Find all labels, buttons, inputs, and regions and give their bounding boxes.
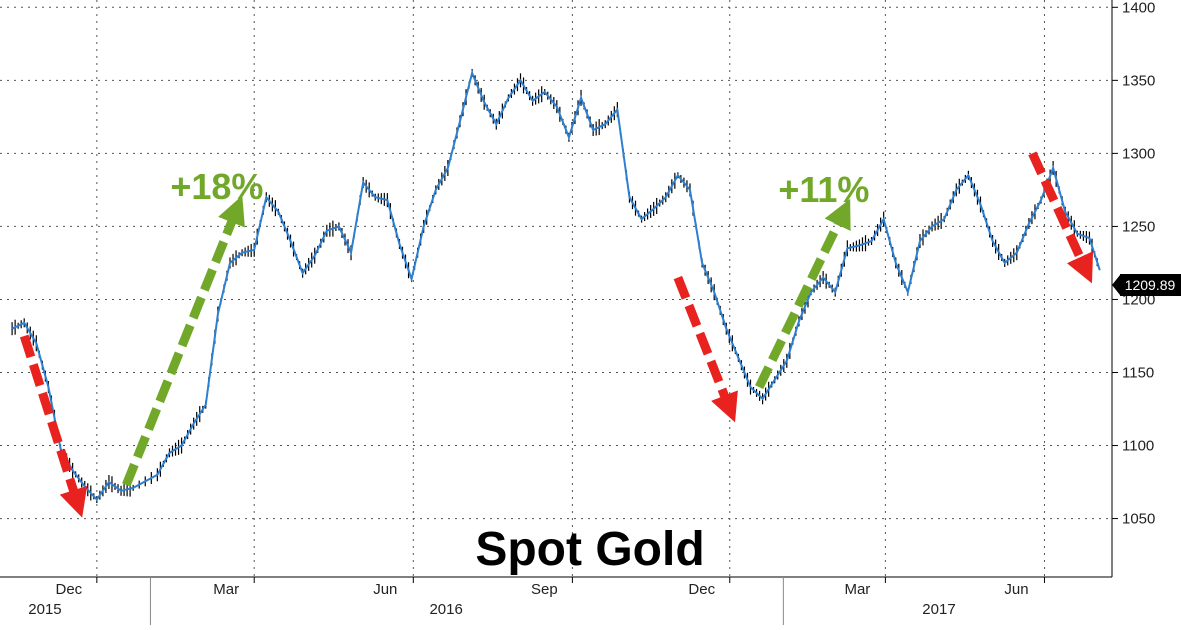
price-line: [11, 69, 1101, 502]
x-tick-label: Jun: [373, 581, 397, 598]
y-tick-label: 1400: [1122, 0, 1155, 16]
fall-arrow: [673, 275, 738, 423]
chart-title: Spot Gold: [475, 523, 704, 576]
x-year-label: 2015: [28, 601, 61, 618]
x-tick-label: Mar: [213, 581, 239, 598]
last-price-pointer: [1112, 275, 1120, 296]
price-series: [11, 69, 1101, 504]
x-tick-label: Dec: [688, 581, 715, 598]
x-year-label: 2017: [922, 601, 955, 618]
last-price-box: [1120, 274, 1181, 297]
labels: Spot Gold: [475, 523, 704, 576]
rise-arrow: [122, 195, 245, 487]
annotations: +18% +11%: [19, 151, 1094, 518]
x-tick-label: Dec: [55, 581, 82, 598]
y-tick-label: 1100: [1122, 438, 1154, 455]
x-tick-label: Mar: [844, 581, 870, 598]
fall-arrow: [1028, 151, 1094, 284]
change-label: +11%: [778, 169, 869, 210]
last-price-label: 1209.89: [1125, 277, 1176, 293]
y-tick-label: 1150: [1122, 364, 1154, 381]
y-tick-label: 1300: [1122, 145, 1155, 162]
x-tick-label: Jun: [1004, 581, 1028, 598]
y-tick-label: 1250: [1122, 218, 1155, 235]
x-tick-label: Sep: [531, 581, 558, 598]
y-tick-label: 1350: [1122, 72, 1155, 89]
change-label: +18%: [170, 166, 263, 207]
rise-arrow: [755, 198, 851, 390]
y-tick-label: 1050: [1122, 511, 1155, 528]
grid: [0, 0, 1112, 577]
fall-arrow: [19, 334, 88, 518]
x-year-label: 2016: [429, 601, 462, 618]
